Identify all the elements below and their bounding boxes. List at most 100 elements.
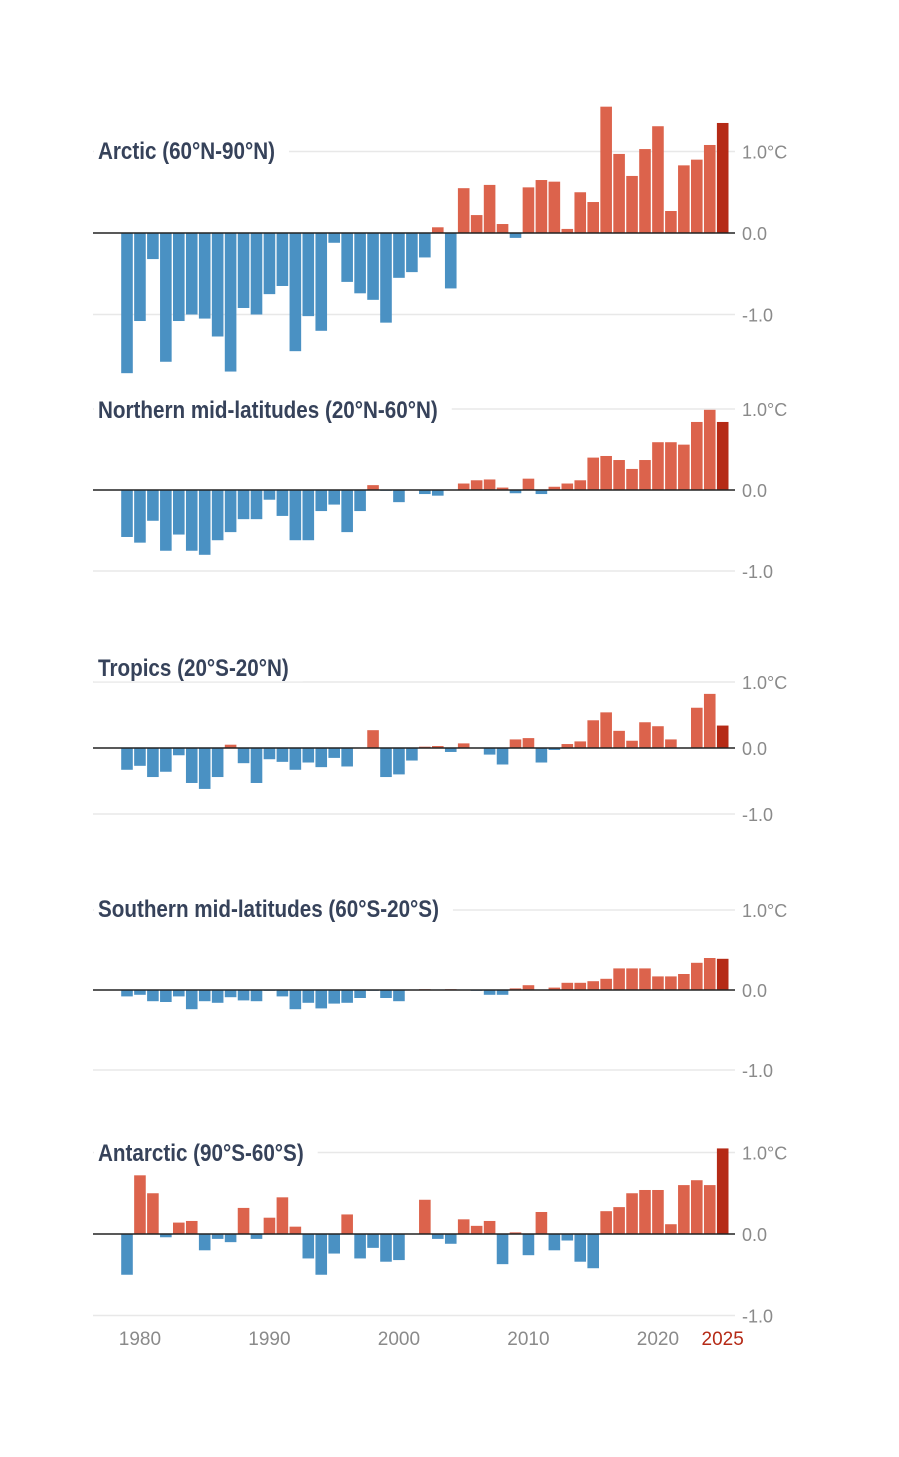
bar-1990 (263, 233, 276, 295)
y-tick-label: -1.0 (742, 1307, 773, 1327)
bar-1993 (302, 748, 315, 763)
bar-2018 (626, 468, 638, 490)
bar-1980 (134, 1175, 146, 1234)
bar-2025 (716, 958, 729, 990)
bar-1989 (250, 748, 263, 783)
bar-2011 (535, 180, 548, 234)
bar-2023 (691, 1180, 703, 1234)
bar-1995 (328, 233, 340, 243)
bar-1987 (224, 490, 237, 533)
bar-2024 (703, 693, 716, 748)
bar-2022 (678, 444, 690, 490)
bar-1979 (121, 233, 133, 374)
bar-2025 (716, 421, 729, 490)
bar-1991 (276, 233, 289, 286)
bar-1993 (302, 233, 315, 317)
bar-2021 (665, 1224, 677, 1234)
bar-2024 (703, 144, 716, 233)
bar-2017 (613, 730, 625, 748)
bar-1990 (263, 748, 276, 760)
bar-2023 (691, 421, 703, 490)
bar-2020 (652, 726, 664, 748)
bar-2021 (665, 739, 677, 748)
bar-2007 (483, 990, 496, 995)
x-tick-label: 2000 (378, 1329, 420, 1350)
bar-2008 (496, 487, 509, 490)
bar-1993 (302, 490, 315, 541)
bar-2007 (483, 748, 496, 755)
bar-2024 (703, 1185, 716, 1234)
bar-2000 (393, 233, 405, 278)
bar-2019 (639, 968, 651, 990)
bar-2019 (639, 149, 651, 234)
x-tick-label: 2010 (507, 1329, 549, 1350)
bar-2018 (626, 968, 638, 990)
bar-2014 (574, 741, 587, 748)
bar-2015 (587, 981, 599, 990)
bar-2000 (393, 990, 405, 1002)
panel-title: Antarctic (90°S-60°S) (98, 1140, 304, 1167)
bar-2004 (444, 1234, 457, 1244)
bar-2002 (419, 233, 431, 258)
bar-2007 (483, 479, 496, 490)
bar-2007 (483, 1220, 496, 1234)
bar-2012 (548, 748, 561, 750)
bar-1996 (341, 233, 353, 282)
bar-1986 (211, 1234, 224, 1239)
x-tick-label: 2025 (702, 1329, 744, 1350)
bar-1981 (147, 490, 159, 521)
bar-2013 (561, 744, 574, 748)
bar-2008 (496, 1234, 509, 1265)
bar-1996 (341, 990, 353, 1003)
bar-1985 (198, 233, 211, 319)
panel-title: Tropics (20°S-20°N) (98, 655, 289, 682)
bar-2017 (613, 968, 625, 990)
bar-2002 (419, 1199, 431, 1234)
bar-1986 (211, 748, 224, 778)
bar-1981 (147, 990, 159, 1002)
y-tick-label: 0.0 (742, 481, 767, 501)
bar-1982 (160, 748, 172, 772)
bar-1986 (211, 233, 224, 337)
bar-1997 (354, 233, 366, 294)
bar-2005 (457, 1219, 470, 1234)
bar-2013 (561, 483, 574, 490)
bar-2000 (393, 1234, 405, 1261)
bar-2009 (509, 233, 522, 238)
bar-1992 (289, 748, 302, 770)
bar-1989 (250, 990, 263, 1002)
bar-2015 (587, 1234, 599, 1269)
bar-1985 (198, 748, 211, 789)
bar-2009 (509, 739, 522, 748)
bar-1998 (367, 1234, 379, 1248)
bar-1999 (380, 748, 392, 778)
y-tick-label: 0.0 (742, 739, 767, 759)
bar-2008 (496, 748, 509, 765)
bar-1984 (185, 490, 198, 551)
panel-5: Antarctic (90°S-60°S) 1.0°C 0.0 -1.0 (93, 1139, 787, 1327)
bar-1994 (315, 748, 328, 768)
bar-2025 (716, 122, 729, 233)
bar-2003 (432, 490, 444, 496)
bar-2002 (419, 490, 431, 495)
bar-1995 (328, 990, 340, 1004)
bar-2008 (496, 224, 509, 233)
bar-2011 (535, 748, 548, 763)
bar-2010 (522, 985, 535, 990)
bar-1982 (160, 1234, 172, 1238)
y-tick-label: 1.0°C (742, 400, 787, 420)
bar-2023 (691, 707, 703, 748)
bar-2017 (613, 153, 625, 233)
bar-2003 (432, 227, 444, 233)
x-tick-label: 1990 (248, 1329, 290, 1350)
bar-1989 (250, 233, 263, 315)
bar-2021 (665, 442, 677, 490)
bar-2006 (470, 480, 483, 490)
bar-1999 (380, 990, 392, 998)
bar-2005 (457, 188, 470, 234)
bar-2019 (639, 722, 651, 748)
bar-2022 (678, 974, 690, 990)
bar-1982 (160, 233, 172, 362)
bar-1989 (250, 490, 263, 520)
